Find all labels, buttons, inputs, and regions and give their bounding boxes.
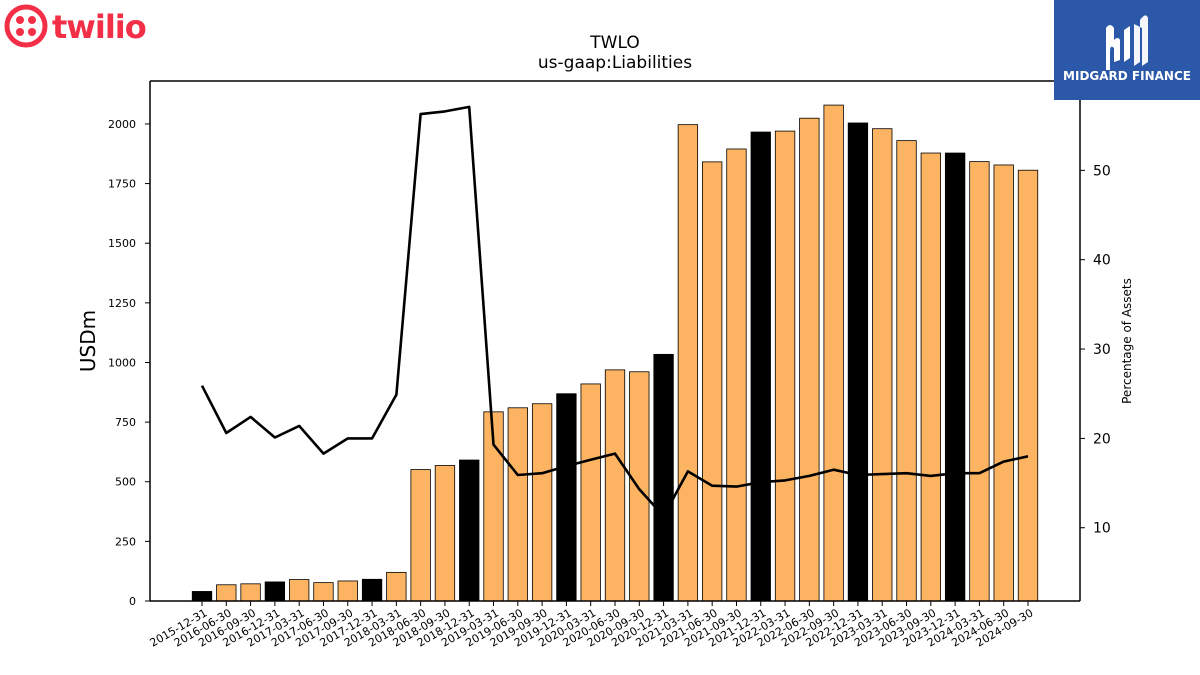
- bar-2015-12-31: [191, 591, 213, 602]
- y-axis-label: USDm: [76, 310, 100, 372]
- y-tick-label: 2000: [108, 118, 136, 131]
- bar-2019-06-30: [507, 407, 528, 602]
- y-tick-label: 750: [115, 416, 136, 429]
- bar-2021-09-30: [726, 148, 747, 602]
- bar-2024-03-31: [969, 161, 990, 602]
- pct-of-assets-line: [200, 105, 1029, 518]
- bar-2024-06-30: [993, 164, 1014, 602]
- bar-2022-06-30: [799, 117, 820, 602]
- bar-2017-06-30: [313, 582, 334, 602]
- chart-subtitle: us-gaap:Liabilities: [538, 53, 692, 73]
- bar-2020-06-30: [604, 369, 626, 602]
- y-tick-label: 250: [115, 535, 136, 548]
- chart-title: TWLO: [589, 33, 639, 53]
- right-axis-ticks: 10 20 30 40 50: [1080, 163, 1111, 537]
- y2-tick-label: 40: [1093, 253, 1111, 269]
- bar-2021-12-31: [750, 131, 771, 602]
- pct-line-series: [200, 105, 1029, 518]
- bar-2023-06-30: [896, 140, 917, 602]
- bar-2022-03-31: [774, 130, 796, 602]
- left-axis-ticks: 0 250 500 750 1000 1250 1500 1750 2000: [108, 118, 150, 608]
- y-tick-label: 1750: [108, 178, 136, 191]
- y-tick-label: 1000: [108, 356, 136, 369]
- twilio-wordmark: twilio: [52, 8, 146, 46]
- bar-2023-12-31: [944, 152, 966, 602]
- bar-2023-09-30: [920, 152, 941, 602]
- bar-series: [191, 104, 1039, 602]
- y2-tick-label: 50: [1093, 163, 1111, 179]
- bar-2018-06-30: [410, 469, 431, 602]
- bar-2020-12-31: [653, 353, 674, 602]
- midgard-wordmark: MIDGARD FINANCE: [1063, 69, 1191, 83]
- y-tick-label: 0: [129, 595, 136, 608]
- bar-2020-09-30: [629, 371, 650, 602]
- y2-axis-label: Percentage of Assets: [1120, 278, 1134, 404]
- bar-2016-12-31: [264, 581, 286, 602]
- x-axis-ticks: 2015-12-312016-06-302016-09-302016-12-31…: [148, 601, 1036, 650]
- bar-2023-03-31: [872, 128, 893, 602]
- y2-tick-label: 20: [1093, 431, 1111, 447]
- y-tick-label: 1250: [108, 297, 136, 310]
- bar-2022-12-31: [847, 122, 869, 602]
- y2-tick-label: 10: [1093, 521, 1111, 537]
- bar-2021-03-31: [677, 124, 699, 602]
- y-tick-label: 1500: [108, 237, 136, 250]
- midgard-monogram-icon: [1106, 15, 1148, 70]
- bar-2018-12-31: [459, 459, 480, 602]
- bar-2024-09-30: [1017, 169, 1039, 602]
- bar-2016-09-30: [240, 583, 261, 602]
- bar-2020-03-31: [580, 383, 601, 602]
- bar-2022-09-30: [823, 104, 844, 602]
- bar-2018-03-31: [386, 571, 407, 602]
- bar-2019-09-30: [531, 403, 553, 602]
- midgard-finance-logo: MIDGARD FINANCE: [1054, 0, 1200, 100]
- bar-2019-12-31: [556, 393, 577, 602]
- twilio-logo: twilio: [4, 4, 147, 48]
- bar-2017-09-30: [337, 580, 358, 602]
- y2-tick-label: 30: [1093, 342, 1111, 358]
- bar-2018-09-30: [434, 465, 456, 602]
- bar-2017-03-31: [289, 579, 310, 602]
- bar-2016-06-30: [216, 584, 237, 602]
- y-tick-label: 500: [115, 476, 136, 489]
- bar-2017-12-31: [361, 578, 383, 602]
- bar-2021-06-30: [702, 161, 723, 602]
- twilio-logo-icon: [4, 4, 48, 48]
